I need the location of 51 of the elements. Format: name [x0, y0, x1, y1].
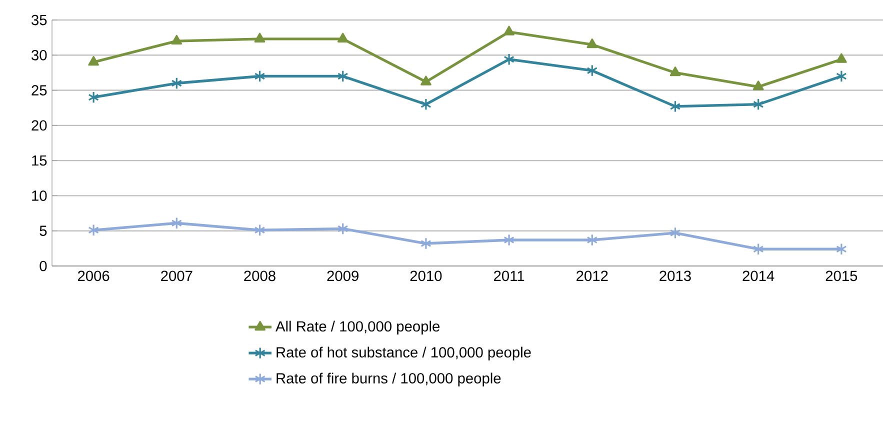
- point: [836, 70, 847, 82]
- x-tick-label: 2006: [78, 270, 110, 282]
- point: [171, 216, 182, 230]
- point: [670, 66, 681, 76]
- point: [504, 234, 514, 246]
- point: [171, 77, 182, 90]
- x-tick-label: 2011: [494, 270, 524, 282]
- point: [254, 224, 266, 236]
- point: [171, 34, 182, 45]
- point: [254, 32, 266, 42]
- x-tick-label: 2015: [826, 270, 858, 282]
- point: [420, 98, 432, 110]
- y-tick-label: 0: [40, 260, 47, 272]
- y-tick-label: 15: [32, 155, 47, 166]
- point: [88, 224, 99, 236]
- x-tick-label: 2010: [410, 270, 442, 282]
- point: [836, 242, 847, 256]
- legend-label: Rate of fire burns / 100,000 people: [276, 372, 501, 386]
- x-tick-label: 2013: [660, 270, 691, 282]
- point: [586, 234, 598, 246]
- point: [836, 53, 847, 63]
- x-tick-label: 2012: [576, 270, 608, 282]
- point: [670, 100, 681, 113]
- point: [586, 64, 598, 77]
- point: [504, 53, 514, 66]
- legend-label: Rate of hot substance / 100,000 people: [276, 346, 531, 360]
- y-tick-label: 35: [32, 14, 47, 26]
- point: [752, 80, 764, 90]
- point: [504, 26, 514, 36]
- y-tick-label: 25: [32, 85, 47, 96]
- point: [752, 242, 764, 256]
- point: [586, 38, 598, 48]
- point: [420, 237, 432, 250]
- point: [337, 32, 348, 42]
- x-tick-label: 2014: [742, 270, 774, 282]
- point: [670, 226, 681, 240]
- point: [420, 76, 432, 86]
- point: [752, 98, 764, 110]
- point: [254, 70, 266, 82]
- x-tick-label: 2007: [161, 270, 192, 282]
- y-tick-label: 20: [32, 120, 47, 131]
- x-tick-label: 2008: [244, 270, 276, 282]
- point: [337, 70, 348, 82]
- point: [88, 91, 99, 104]
- legend-label: All Rate / 100,000 people: [276, 320, 440, 334]
- point: [88, 56, 99, 66]
- point: [337, 222, 348, 235]
- y-tick-label: 30: [32, 50, 47, 60]
- x-tick-label: 2009: [327, 270, 358, 282]
- y-tick-label: 10: [32, 190, 47, 201]
- y-tick-label: 5: [40, 226, 47, 236]
